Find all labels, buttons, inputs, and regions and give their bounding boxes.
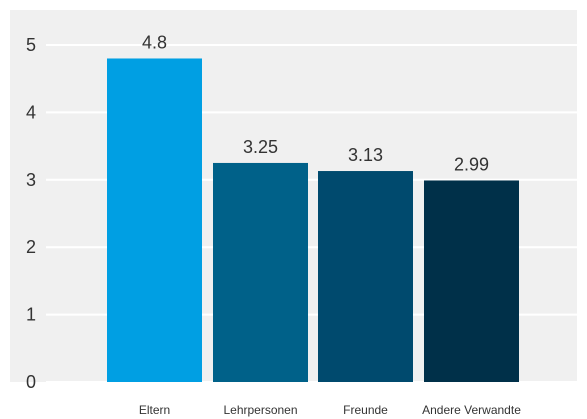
bar-eltern: [107, 58, 202, 382]
data-label: 2.99: [454, 154, 489, 174]
y-tick-label: 5: [26, 35, 36, 55]
x-category-label: Freunde: [343, 403, 388, 417]
y-axis-tick-labels: 0 1 2 3 4 5: [26, 35, 36, 392]
data-labels: 4.8 3.25 3.13 2.99: [142, 32, 489, 174]
x-category-label: Lehrpersonen: [223, 403, 297, 417]
bar-freunde: [318, 171, 413, 382]
y-tick-label: 2: [26, 237, 36, 257]
y-tick-label: 4: [26, 102, 36, 122]
x-axis-category-labels: Eltern Lehrpersonen Freunde Andere Verwandt…: [139, 403, 521, 417]
y-tick-label: 1: [26, 305, 36, 325]
bars: [107, 58, 519, 382]
data-label: 3.25: [243, 137, 278, 157]
y-tick-label: 3: [26, 170, 36, 190]
y-tick-label: 0: [26, 372, 36, 392]
bar-andere-verwandte: [424, 180, 519, 382]
x-category-label: Andere Verwandte: [422, 403, 521, 417]
data-label: 4.8: [142, 32, 167, 52]
bar-lehrpersonen: [213, 162, 308, 382]
x-category-label: Eltern: [139, 403, 170, 417]
data-label: 3.13: [348, 145, 383, 165]
